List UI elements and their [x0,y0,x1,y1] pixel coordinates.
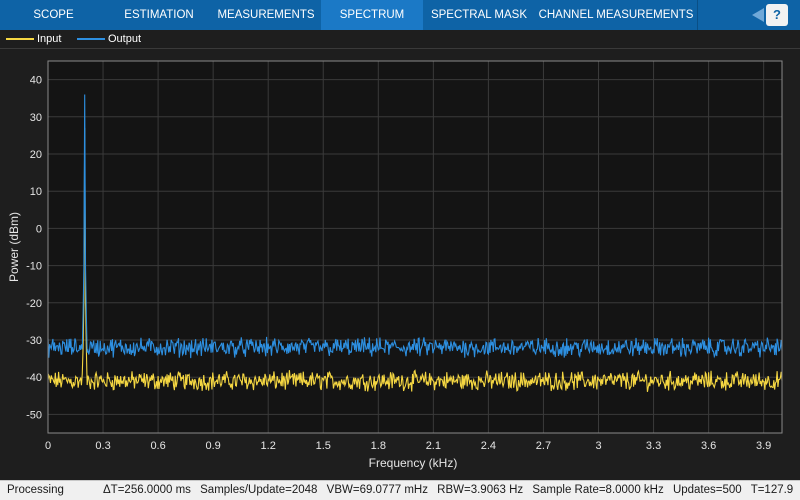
tab-estimation[interactable]: ESTIMATION [124,9,194,21]
x-tick-label: 2.7 [536,440,551,452]
status-samples-update: Samples/Update=2048 [200,484,318,496]
collapse-toolstrip-icon[interactable] [748,5,768,25]
status-delta-t: ΔT=256.0000 ms [103,484,191,496]
y-tick-label: 20 [30,149,42,161]
y-tick-label: 40 [30,75,42,87]
y-tick-label: -20 [26,298,42,310]
y-axis-label: Power (dBm) [7,212,21,282]
x-tick-label: 3.6 [701,440,716,452]
y-tick-label: 0 [36,223,42,235]
series-line-input[interactable] [47,127,783,392]
x-tick-labels: 0 0.3 0.6 0.9 1.2 1.5 1.8 2.1 2.4 2.7 3 3.3 3.6 3.9 [45,440,771,452]
y-tick-label: -30 [26,335,42,347]
tab-channel-measurements[interactable]: CHANNEL MEASUREMENTS [538,9,694,21]
y-tick-label: -10 [26,261,42,273]
help-area: ? [748,0,800,30]
legend-label-input[interactable]: Input [37,33,62,45]
spectrum-plot-area[interactable]: 0 0.3 0.6 0.9 1.2 1.5 1.8 2.1 2.4 2.7 3 3.3 3.6 3.9 4… [0,49,800,480]
status-bar: Processing ΔT=256.0000 ms Samples/Update… [0,480,800,500]
grid-lines [47,61,782,433]
legend-swatch-input [6,38,34,40]
status-time: T=127.9 [750,484,794,496]
tab-spectrum[interactable]: SPECTRUM [321,0,423,30]
axes-border [47,60,783,434]
x-tick-label: 2.4 [481,440,496,452]
status-fields: ΔT=256.0000 ms Samples/Update=2048 VBW=6… [103,481,799,500]
y-tick-labels: 40 30 20 10 0 -10 -20 -30 -40 -50 [26,75,42,422]
tab-scope[interactable]: SCOPE [33,9,74,21]
legend: Input Output [0,30,800,48]
x-tick-label: 1.2 [261,440,276,452]
x-tick-label: 0.3 [95,440,110,452]
legend-divider [0,48,800,49]
tab-spectral-mask[interactable]: SPECTRAL MASK [430,9,528,21]
help-icon[interactable]: ? [766,4,788,26]
x-tick-label: 2.1 [426,440,441,452]
x-tick-label: 0.9 [206,440,221,452]
tab-separator [697,0,698,30]
x-tick-label: 0 [45,440,51,452]
x-tick-label: 1.5 [316,440,331,452]
series-group [47,94,783,392]
spectrum-plot[interactable]: 0 0.3 0.6 0.9 1.2 1.5 1.8 2.1 2.4 2.7 3 3.3 3.6 3.9 4… [0,49,800,480]
status-vbw: VBW=69.0777 mHz [326,484,428,496]
series-line-output[interactable] [47,94,783,359]
x-tick-label: 1.8 [371,440,386,452]
status-state: Processing [7,484,64,496]
toolstrip: SCOPE ESTIMATION MEASUREMENTS SPECTRUM S… [0,0,800,30]
x-tick-label: 3.3 [646,440,661,452]
status-sample-rate: Sample Rate=8.0000 kHz [532,484,664,496]
tab-measurements[interactable]: MEASUREMENTS [217,9,315,21]
legend-label-output[interactable]: Output [108,33,142,45]
y-tick-label: -40 [26,372,42,384]
x-tick-label: 3 [595,440,601,452]
x-axis-label: Frequency (kHz) [369,456,458,470]
y-tick-label: 30 [30,112,42,124]
x-tick-label: 3.9 [756,440,771,452]
x-tick-label: 0.6 [150,440,165,452]
status-updates: Updates=500 [672,484,742,496]
legend-swatch-output [77,38,105,40]
status-rbw: RBW=3.9063 Hz [437,484,524,496]
y-tick-label: 10 [30,186,42,198]
y-tick-label: -50 [26,409,42,421]
